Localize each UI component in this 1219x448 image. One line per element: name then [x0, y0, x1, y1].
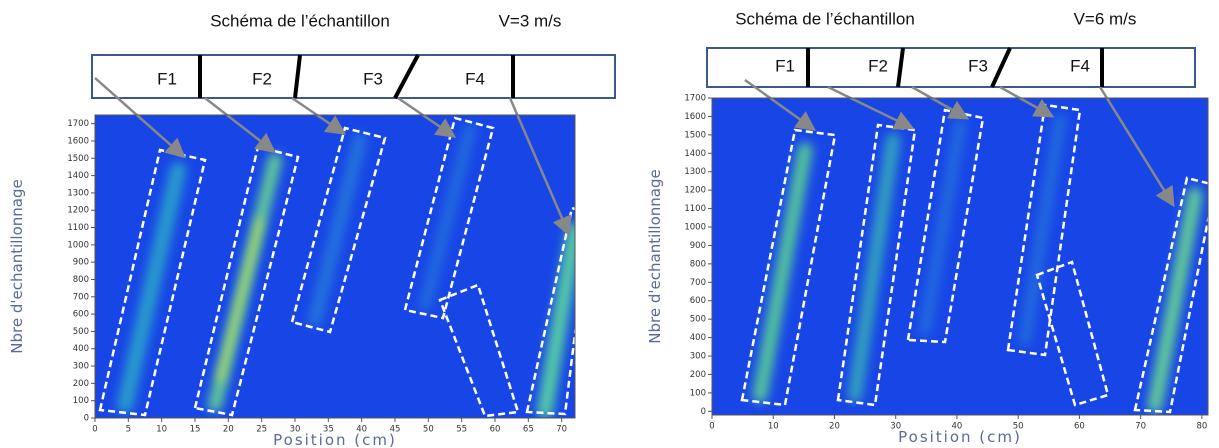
y-tick-label: 600 [690, 296, 706, 306]
x-tick-label: 50 [423, 425, 434, 435]
speed-label: V=3 m/s [499, 11, 562, 30]
x-tick-label: 70 [556, 425, 567, 435]
x-tick-label: 30 [890, 422, 901, 432]
fault-label: F4 [465, 69, 485, 88]
y-tick-label: 100 [73, 396, 89, 406]
heatmap [95, 115, 575, 418]
y-tick-label: 1200 [684, 186, 706, 196]
x-tick-label: 60 [490, 425, 501, 435]
y-tick-label: 1100 [684, 204, 706, 214]
region-box [1035, 260, 1110, 407]
y-tick-label: 1200 [67, 206, 89, 216]
y-tick-label: 1300 [67, 188, 89, 198]
y-axis-label: Nbre d'echantillonnage [8, 179, 26, 353]
x-tick-label: 35 [323, 425, 334, 435]
fault-label: F2 [868, 56, 888, 75]
x-tick-label: 80 [1196, 422, 1207, 432]
y-tick-label: 1000 [684, 223, 706, 233]
y-tick-label: 400 [690, 333, 706, 343]
x-tick-label: 50 [1013, 422, 1024, 432]
y-tick-label: 500 [690, 315, 706, 325]
region-box [290, 126, 387, 334]
y-tick-label: 100 [690, 388, 706, 398]
plot-frame [711, 97, 1209, 416]
y-tick-label: 1500 [67, 154, 89, 164]
y-tick-label: 1400 [684, 149, 706, 159]
x-axis-label: Position (cm) [898, 428, 1022, 446]
y-tick-label: 900 [73, 258, 89, 268]
x-tick-label: 60 [1074, 422, 1085, 432]
y-tick-label: 600 [73, 310, 89, 320]
x-tick-label: 0 [92, 425, 97, 435]
x-tick-label: 0 [709, 422, 714, 432]
y-tick-label: 700 [73, 292, 89, 302]
region-box [906, 108, 985, 344]
fault-label: F3 [968, 56, 988, 75]
region-box [525, 206, 575, 416]
x-tick-label: 15 [190, 425, 201, 435]
y-tick-label: 300 [690, 352, 706, 362]
x-tick-label: 55 [456, 425, 467, 435]
fault-label: F1 [157, 69, 177, 88]
y-tick-label: 1500 [684, 130, 706, 140]
y-tick-label: 0 [701, 407, 706, 417]
x-tick-label: 40 [952, 422, 963, 432]
schematic-title: Schéma de l’échantillon [735, 9, 915, 28]
x-tick-label: 45 [390, 425, 401, 435]
region-box [1133, 176, 1208, 414]
y-tick-label: 400 [73, 344, 89, 354]
fault-label: F4 [1070, 56, 1090, 75]
x-tick-label: 70 [1135, 422, 1146, 432]
y-tick-label: 0 [84, 414, 89, 424]
y-tick-label: 800 [73, 275, 89, 285]
sample-schematic [91, 47, 1196, 99]
y-tick-label: 200 [690, 370, 706, 380]
region-box [98, 148, 207, 417]
y-tick-label: 1300 [684, 167, 706, 177]
x-tick-label: 5 [126, 425, 131, 435]
x-tick-label: 25 [256, 425, 267, 435]
y-tick-label: 800 [690, 259, 706, 269]
plot-frame [94, 114, 576, 419]
y-axis-label: Nbre d'echantillonnage [646, 169, 664, 343]
fault-label: F3 [363, 69, 383, 88]
region-box [438, 283, 520, 418]
heatmap [712, 98, 1208, 415]
y-tick-label: 900 [690, 241, 706, 251]
y-tick-label: 1700 [684, 94, 706, 104]
x-tick-label: 30 [290, 425, 301, 435]
y-tick-label: 1000 [67, 240, 89, 250]
x-tick-label: 10 [768, 422, 779, 432]
x-tick-label: 10 [156, 425, 167, 435]
y-tick-label: 200 [73, 379, 89, 389]
y-tick-label: 1600 [684, 112, 706, 122]
x-tick-label: 20 [829, 422, 840, 432]
region-box [1006, 103, 1082, 357]
x-tick-label: 40 [356, 425, 367, 435]
y-tick-label: 500 [73, 327, 89, 337]
speed-label: V=6 m/s [1074, 9, 1137, 28]
y-tick-label: 1700 [67, 119, 89, 129]
region-box [193, 145, 300, 417]
y-tick-label: 1600 [67, 136, 89, 146]
y-tick-label: 1400 [67, 171, 89, 181]
y-tick-label: 300 [73, 362, 89, 372]
y-tick-label: 700 [690, 278, 706, 288]
fault-label: F1 [775, 56, 795, 75]
x-tick-label: 65 [523, 425, 534, 435]
region-box [836, 123, 917, 407]
schematic-title: Schéma de l’échantillon [210, 11, 390, 30]
x-axis-label: Position (cm) [273, 431, 397, 448]
x-tick-label: 20 [223, 425, 234, 435]
region-box [403, 116, 495, 320]
y-tick-label: 1100 [67, 223, 89, 233]
fault-label: F2 [252, 69, 272, 88]
